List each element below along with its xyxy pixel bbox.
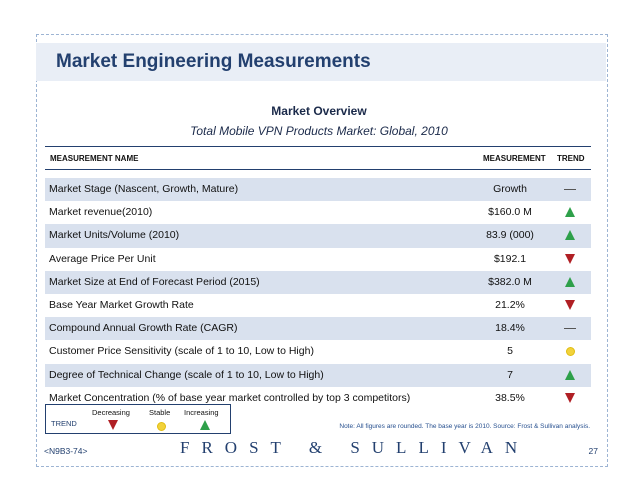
measurement-value: 18.4% <box>495 322 525 335</box>
increasing-triangle-icon <box>555 205 585 219</box>
table-row: Base Year Market Growth Rate 21.2% <box>45 294 591 317</box>
legend-stable-label: Stable <box>149 408 171 417</box>
measurement-name: Market Concentration (% of base year mar… <box>49 391 411 404</box>
table-row: Customer Price Sensitivity (scale of 1 t… <box>45 340 591 363</box>
header-measurement-name: MEASUREMENT NAME <box>50 154 139 163</box>
decreasing-triangle-icon <box>555 298 585 312</box>
footnote: Note: All figures are rounded. The base … <box>339 423 590 430</box>
page-number: 27 <box>588 446 598 456</box>
measurement-value: $192.1 <box>493 252 527 265</box>
title-bar <box>36 43 606 81</box>
table-row: Market Stage (Nascent, Growth, Mature) Gr… <box>45 178 591 202</box>
measurement-value: 5 <box>507 345 513 358</box>
header-trend: TREND <box>557 154 585 163</box>
table-row: Average Price Per Unit $192.1 <box>45 248 591 271</box>
overview-subtitle: Total Mobile VPN Products Market: Global… <box>190 124 448 138</box>
measurement-name: Compound Annual Growth Rate (CAGR) <box>49 322 238 335</box>
decreasing-triangle-icon <box>108 420 118 430</box>
increasing-triangle-icon <box>200 420 210 430</box>
increasing-triangle-icon <box>555 368 585 382</box>
stable-dot-icon <box>555 344 585 358</box>
table-row: Market Units/Volume (2010) 83.9 (000) <box>45 224 591 248</box>
stable-dash-icon <box>555 321 585 335</box>
decreasing-triangle-icon <box>555 391 585 405</box>
slide-frame <box>36 34 608 467</box>
measurement-value: 7 <box>507 368 513 381</box>
measurement-value: $382.0 M <box>488 275 532 288</box>
measurement-value: 83.9 (000) <box>486 229 534 242</box>
table-header: MEASUREMENT NAME MEASUREMENT TREND <box>45 146 591 170</box>
page-title: Market Engineering Measurements <box>56 51 371 72</box>
table-row: Market Concentration (% of base year mar… <box>45 387 591 410</box>
legend-title: TREND <box>51 419 77 428</box>
table-row: Degree of Technical Change (scale of 1 t… <box>45 363 591 387</box>
table-row: Market revenue(2010) $160.0 M <box>45 201 591 224</box>
stable-dash-icon <box>555 182 585 196</box>
table-row: Market Size at End of Forecast Period (2… <box>45 270 591 294</box>
decreasing-triangle-icon <box>555 252 585 266</box>
increasing-triangle-icon <box>555 275 585 289</box>
measurement-name: Market Size at End of Forecast Period (2… <box>49 275 260 288</box>
header-measurement: MEASUREMENT <box>483 154 546 163</box>
document-code: <N9B3-74> <box>44 446 88 456</box>
measurement-name: Base Year Market Growth Rate <box>49 298 194 311</box>
legend-decreasing-label: Decreasing <box>92 408 130 417</box>
company-logo: FROST & SULLIVAN <box>180 438 530 457</box>
measurement-value: Growth <box>493 183 527 195</box>
measurement-name: Customer Price Sensitivity (scale of 1 t… <box>49 345 314 358</box>
table-row: Compound Annual Growth Rate (CAGR) 18.4% <box>45 317 591 341</box>
measurement-name: Average Price Per Unit <box>49 252 156 265</box>
measurement-name: Market Stage (Nascent, Growth, Mature) <box>49 183 239 195</box>
trend-legend: TREND Decreasing Stable Increasing <box>45 404 231 434</box>
measurement-name: Degree of Technical Change (scale of 1 t… <box>49 368 324 381</box>
legend-increasing-label: Increasing <box>184 408 219 417</box>
increasing-triangle-icon <box>555 228 585 242</box>
stable-dot-icon <box>157 422 166 431</box>
measurement-name: Market revenue(2010) <box>49 206 153 219</box>
overview-heading: Market Overview <box>271 104 367 118</box>
measurement-value: $160.0 M <box>488 206 532 219</box>
measurement-value: 38.5% <box>495 391 525 404</box>
measurement-value: 21.2% <box>495 298 525 311</box>
measurement-name: Market Units/Volume (2010) <box>49 229 180 242</box>
measurement-table: Market Stage (Nascent, Growth, Mature) Gr… <box>45 178 591 410</box>
